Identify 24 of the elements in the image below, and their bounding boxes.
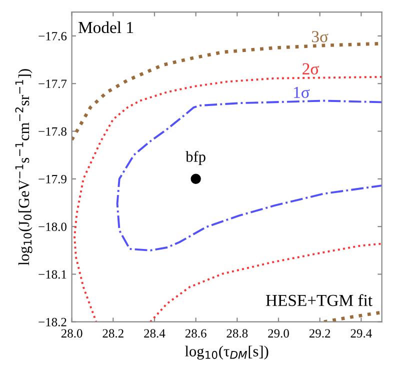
x-tick-label: 29.2: [309, 329, 330, 338]
series-label: 3σ: [312, 31, 328, 42]
y-tick-label: −17.8: [38, 127, 66, 136]
y-tick-label: −17.7: [38, 80, 67, 88]
y-tick-label: −18.2: [38, 318, 66, 326]
annotation: Model 1: [78, 21, 134, 34]
x-tick-label: 29.4: [350, 329, 372, 338]
y-tick-label: −17.9: [38, 174, 66, 184]
text: log$_{10}$(J$_{0}$[GeV$^{−1}$s$^{−1}$cm$^{−2}$sr$^{−1}$]): [15, 69, 32, 266]
series-label: 1σ: [294, 86, 310, 98]
x-tick-label: 28.8: [226, 329, 248, 338]
series-label: bfp: [186, 151, 206, 166]
y-tick-label: −18.0: [38, 222, 66, 232]
x-tick-label: 29.0: [268, 329, 289, 338]
series-label: 2σ: [302, 63, 319, 74]
line-series: [116, 100, 382, 252]
x-axis-title: log$_{10}$(τ$_{DM}$[s]): [185, 346, 268, 360]
x-tick-label: 28.2: [102, 329, 124, 338]
x-tick-label: 28.6: [185, 329, 206, 338]
x-tick-label: 28.0: [61, 329, 82, 338]
annotation: HESE+TGM fit: [266, 294, 372, 306]
y-tick-label: −17.6: [38, 32, 67, 40]
y-tick-label: −18.1: [38, 270, 66, 279]
x-tick-label: 28.4: [144, 329, 166, 338]
